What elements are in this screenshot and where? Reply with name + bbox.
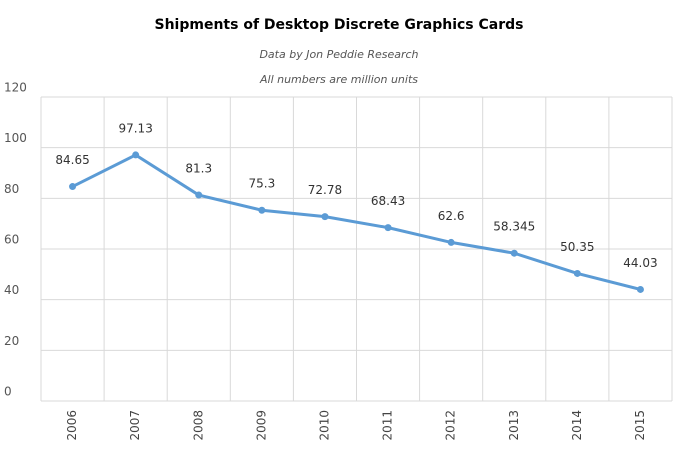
x-tick-label: 2007 bbox=[128, 410, 142, 441]
point bbox=[510, 249, 518, 257]
point bbox=[258, 206, 266, 214]
point bbox=[69, 183, 77, 191]
line bbox=[71, 153, 641, 291]
chart-subtitle: Data by Jon Peddie Research bbox=[259, 48, 418, 61]
point bbox=[573, 269, 581, 277]
value-label: 62.6 bbox=[438, 209, 465, 223]
x-tick-label: 2006 bbox=[65, 410, 79, 441]
point bbox=[447, 238, 455, 246]
point bbox=[384, 224, 392, 232]
x-tick-label: 2009 bbox=[254, 410, 268, 441]
point bbox=[321, 213, 329, 221]
y-tick-label: 40 bbox=[4, 283, 19, 297]
value-label: 75.3 bbox=[248, 177, 275, 191]
value-label: 84.65 bbox=[55, 153, 89, 167]
x-tick-label: 2008 bbox=[191, 410, 205, 441]
value-label: 58.345 bbox=[493, 220, 535, 234]
y-tick-label: 120 bbox=[4, 81, 27, 95]
y-tick-label: 20 bbox=[4, 334, 19, 348]
x-tick-label: 2013 bbox=[507, 410, 521, 441]
value-label: 81.3 bbox=[185, 162, 212, 176]
chart-note: All numbers are million units bbox=[259, 73, 418, 86]
value-label: 68.43 bbox=[371, 194, 405, 208]
y-tick-label: 80 bbox=[4, 182, 19, 196]
x-tick-label: 2014 bbox=[570, 410, 584, 441]
value-label: 97.13 bbox=[118, 121, 152, 135]
y-tick-label: 0 bbox=[4, 385, 12, 399]
point bbox=[636, 285, 644, 293]
x-tick-label: 2011 bbox=[381, 410, 395, 441]
value-label: 50.35 bbox=[560, 240, 594, 254]
y-tick-label: 60 bbox=[4, 233, 19, 247]
value-label: 44.03 bbox=[623, 256, 657, 270]
x-tick-label: 2010 bbox=[317, 410, 331, 441]
point bbox=[195, 191, 203, 199]
value-label: 72.78 bbox=[308, 183, 342, 197]
x-tick-label: 2015 bbox=[633, 410, 647, 441]
y-tick-label: 100 bbox=[4, 131, 27, 145]
x-tick-label: 2012 bbox=[444, 410, 458, 441]
chart-title: Shipments of Desktop Discrete Graphics C… bbox=[155, 17, 524, 33]
point bbox=[132, 151, 140, 159]
